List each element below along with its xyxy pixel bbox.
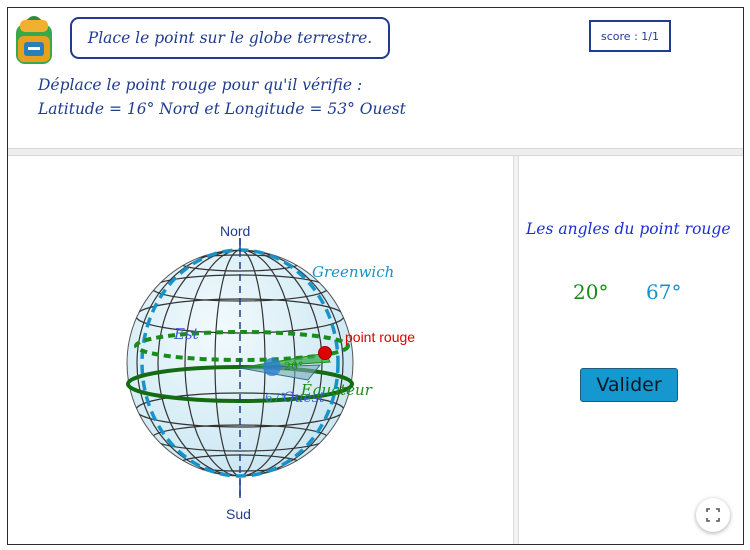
vertical-divider	[513, 156, 519, 544]
applet-frame: Place le point sur le globe terrestre. s…	[7, 7, 744, 545]
red-point[interactable]	[318, 346, 332, 360]
est-label: Est	[173, 325, 200, 343]
task-line-2: Latitude = 16° Nord et Longitude = 53° O…	[38, 100, 406, 118]
side-title: Les angles du point rouge	[526, 220, 731, 238]
fullscreen-button[interactable]	[696, 498, 730, 532]
backpack-icon	[16, 16, 52, 64]
latitude-circle	[134, 330, 350, 362]
equateur-label: Équateur	[300, 381, 373, 399]
score-box: score : 1/1	[589, 20, 671, 52]
point-rouge-label: point rouge	[345, 329, 415, 345]
task-text: Déplace le point rouge pour qu'il vérifi…	[38, 73, 406, 121]
center-marker	[263, 358, 281, 376]
greenwich-label: Greenwich	[312, 263, 394, 281]
fullscreen-icon	[706, 508, 720, 522]
globe-view: Nord Sud Greenwich Est point rouge Équat…	[126, 223, 415, 522]
instruction-text: Place le point sur le globe terrestre.	[87, 29, 373, 47]
latitude-value: 20°	[573, 280, 609, 304]
valider-button[interactable]: Valider	[580, 368, 678, 402]
valider-label: Valider	[596, 374, 662, 396]
header: Place le point sur le globe terrestre. s…	[8, 8, 743, 148]
lat-angle-label: 20°	[284, 360, 304, 373]
longitude-value: 67°	[646, 280, 682, 304]
north-label: Nord	[220, 223, 250, 239]
instruction-box: Place le point sur le globe terrestre.	[70, 17, 390, 59]
task-line-1: Déplace le point rouge pour qu'il vérifi…	[38, 76, 363, 94]
score-text: score : 1/1	[601, 29, 659, 43]
lon-angle-label: 67°	[265, 391, 286, 405]
south-label: Sud	[226, 506, 251, 522]
ouest-label: Ouest	[283, 390, 325, 406]
horizontal-divider	[8, 148, 743, 156]
